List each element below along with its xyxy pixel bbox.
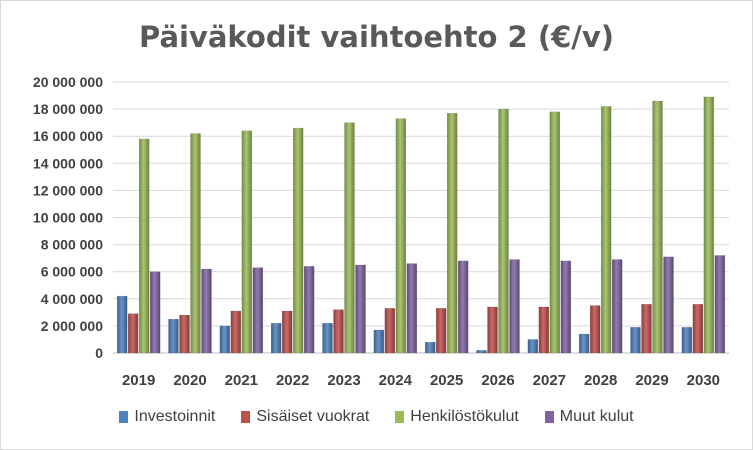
bar-sis-iset-vuokrat [641,303,652,354]
bar-sis-iset-vuokrat [333,309,344,354]
bar-muut-kulut [457,260,469,354]
bar-henkil-st-kulut [395,118,407,354]
x-tick-label: 2029 [635,372,668,389]
legend-item: Henkilöstökulut [395,408,519,426]
y-tick-label: 12 000 000 [33,182,103,198]
bar-henkil-st-kulut [703,96,715,354]
bar-henkil-st-kulut [138,138,150,354]
legend-label: Henkilöstökulut [410,408,519,425]
bar-muut-kulut [509,259,520,354]
bar-sis-iset-vuokrat [127,313,139,354]
x-tick-label: 2023 [327,372,360,389]
y-tick-label: 10 000 000 [33,210,103,226]
bar-sis-iset-vuokrat [692,303,704,354]
bar-muut-kulut [611,259,623,354]
x-tick-label: 2020 [173,372,206,389]
y-tick-label: 2 000 000 [41,318,103,334]
bar-muut-kulut [149,271,161,354]
bar-sis-iset-vuokrat [487,306,498,354]
bar-muut-kulut [355,264,366,354]
bar-muut-kulut [663,256,674,354]
y-tick-label: 8 000 000 [41,237,103,253]
y-tick-label: 0 [95,345,103,361]
bar-henkil-st-kulut [549,111,561,354]
bar-investoinnit [681,327,693,354]
bar-henkil-st-kulut [292,127,304,354]
legend-item: Sisäiset vuokrat [241,408,369,426]
bar-henkil-st-kulut [241,130,253,354]
bar-investoinnit [424,341,436,354]
y-tick-label: 14 000 000 [33,155,103,171]
bar-henkil-st-kulut [600,106,612,354]
x-tick-label: 2022 [276,372,309,389]
bar-investoinnit [270,322,282,354]
bar-henkil-st-kulut [498,108,509,354]
bar-muut-kulut [201,268,212,354]
bar-sis-iset-vuokrat [589,305,601,354]
y-tick-label: 16 000 000 [33,128,103,144]
bar-muut-kulut [560,260,572,354]
legend-label: Sisäiset vuokrat [256,408,370,425]
x-tick-label: 2024 [379,372,413,389]
legend-swatch [544,411,554,423]
bar-sis-iset-vuokrat [384,308,396,354]
x-tick-label: 2028 [584,372,617,389]
bar-muut-kulut [714,255,726,354]
x-tick-label: 2025 [430,372,463,389]
legend-swatch [241,411,251,423]
bar-henkil-st-kulut [344,122,355,354]
bar-investoinnit [527,339,539,354]
bar-investoinnit [168,318,179,354]
legend-swatch [119,411,129,423]
legend-item: Muut kulut [544,408,634,426]
y-tick-label: 4 000 000 [41,291,103,307]
bar-sis-iset-vuokrat [281,310,293,354]
legend-item: Investoinnit [119,408,215,426]
bar-sis-iset-vuokrat [230,310,242,354]
bar-muut-kulut [406,263,418,354]
bar-henkil-st-kulut [446,112,458,354]
bar-muut-kulut [252,267,264,354]
bar-investoinnit [630,327,641,354]
bar-investoinnit [116,295,128,354]
bar-muut-kulut [303,266,315,354]
bar-investoinnit [373,329,385,354]
bar-investoinnit [322,322,333,354]
x-tick-label: 2026 [481,372,514,389]
x-tick-label: 2030 [687,372,720,389]
x-tick-label: 2027 [533,372,566,389]
y-tick-label: 20 000 000 [33,74,103,90]
x-tick-label: 2019 [122,372,155,389]
y-tick-label: 18 000 000 [33,101,103,117]
bar-sis-iset-vuokrat [538,306,550,354]
bar-investoinnit [578,333,590,354]
legend-label: Muut kulut [559,408,634,425]
bar-investoinnit [219,325,231,354]
legend-swatch [395,411,405,423]
x-tick-label: 2021 [225,372,258,389]
chart-legend: Investoinnit Sisäiset vuokrat Henkilöstöku… [0,408,753,426]
bar-henkil-st-kulut [190,133,201,354]
legend-label: Investoinnit [134,408,216,425]
bar-sis-iset-vuokrat [435,308,447,354]
chart-title: Päiväkodit vaihtoehto 2 (€/v) [138,20,615,54]
y-tick-label: 6 000 000 [41,264,103,280]
bar-investoinnit [476,350,487,354]
bar-sis-iset-vuokrat [179,314,190,354]
bar-henkil-st-kulut [652,100,663,354]
